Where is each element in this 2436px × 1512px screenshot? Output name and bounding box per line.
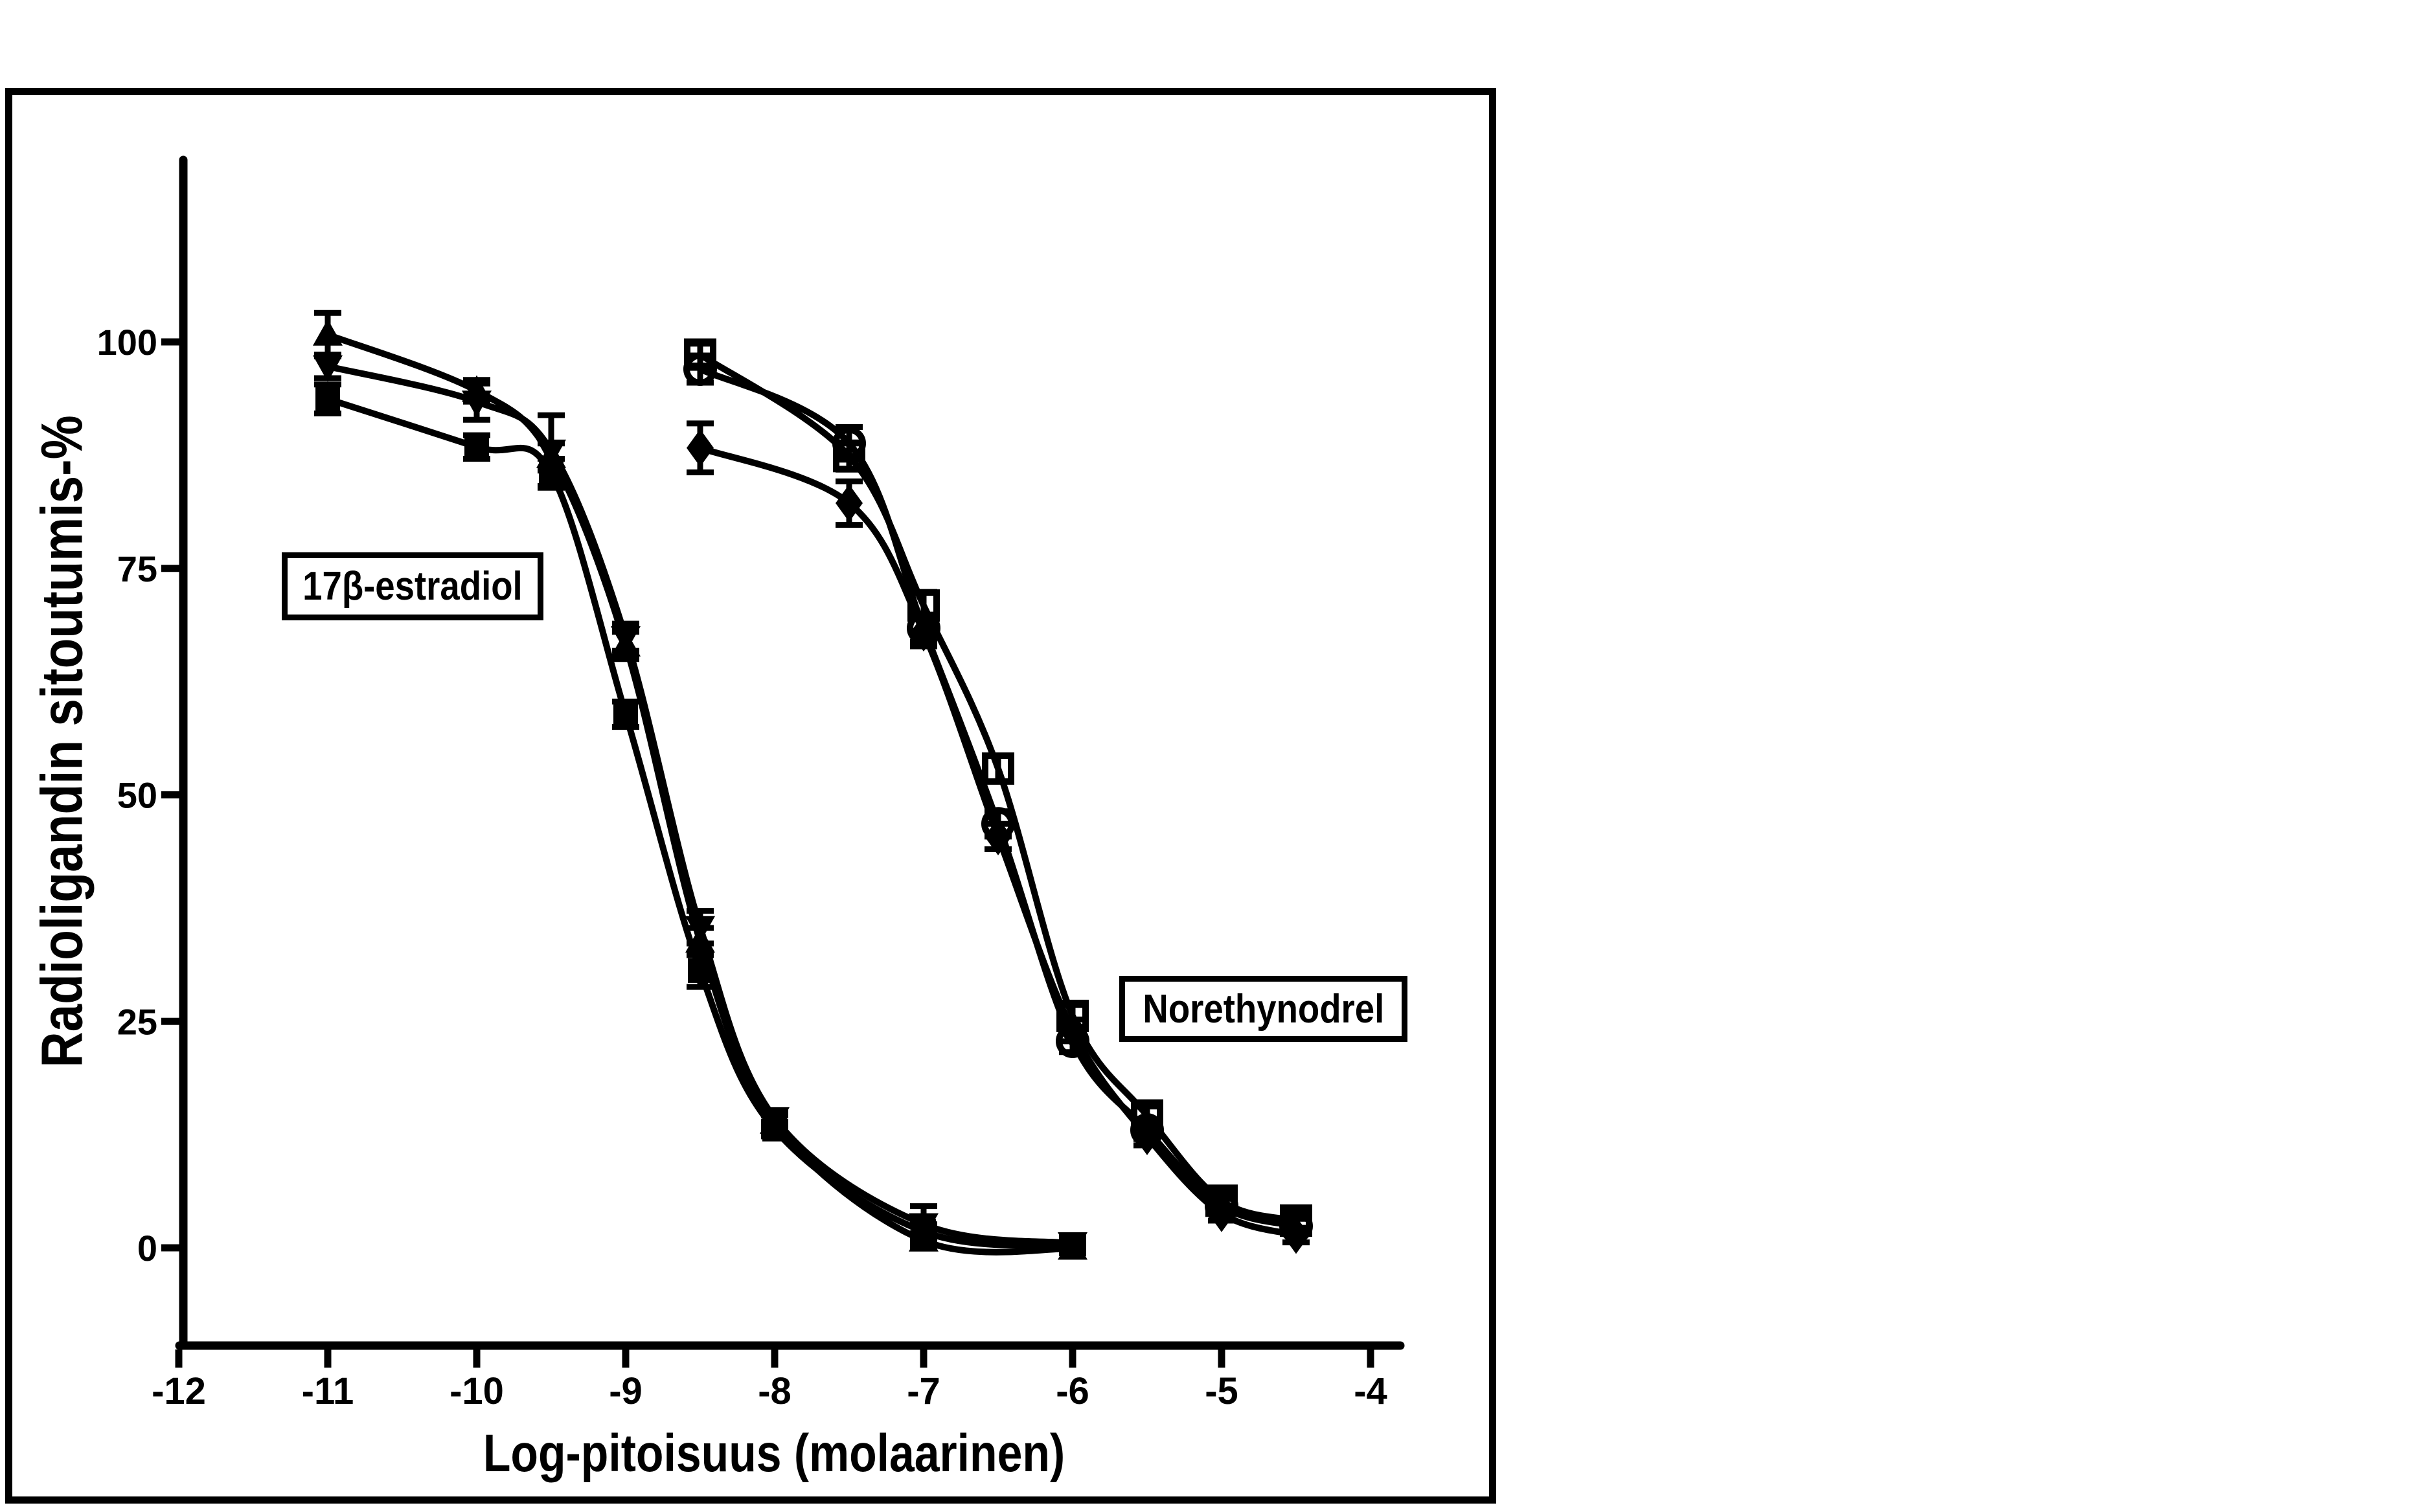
data-point-filled-diamond <box>687 429 714 467</box>
series-curve-open-circle <box>698 366 1297 1230</box>
data-point-filled-diamond <box>1282 1216 1310 1254</box>
annotation-17b-estradiol-label: 17β-estradiol <box>302 564 523 609</box>
x-tick-label: -4 <box>1354 1370 1387 1412</box>
y-tick-label: 0 <box>137 1228 157 1269</box>
data-point-filled-square <box>688 958 712 983</box>
data-point-filled-diamond <box>910 614 937 652</box>
y-tick-label: 100 <box>97 322 157 363</box>
data-point-filled-square <box>315 387 340 412</box>
y-tick-label: 75 <box>117 548 157 589</box>
data-point-open-circle <box>832 426 866 460</box>
data-point-filled-triangle-up <box>313 319 343 346</box>
series-curve-filled-triangle-down <box>326 363 1073 1247</box>
y-tick-label: 25 <box>117 1001 157 1042</box>
data-point-filled-diamond <box>1059 1011 1086 1050</box>
data-point-filled-diamond <box>836 484 863 522</box>
data-point-filled-square <box>1060 1234 1085 1259</box>
data-point-open-circle <box>683 352 717 386</box>
x-tick-label: -10 <box>450 1370 504 1412</box>
data-point-filled-diamond <box>1133 1117 1161 1155</box>
x-tick-label: -11 <box>302 1370 354 1412</box>
data-point-filled-square <box>762 1116 787 1142</box>
data-point-filled-triangle-down <box>536 439 566 466</box>
x-tick-label: -5 <box>1205 1370 1238 1412</box>
x-tick-label: -6 <box>1056 1370 1089 1412</box>
x-tick-label: -9 <box>609 1370 643 1412</box>
x-tick-label: -12 <box>152 1370 206 1412</box>
annotation-norethynodrel-box: Norethynodrel <box>1119 976 1407 1042</box>
data-point-filled-square <box>539 460 563 486</box>
error-bar <box>985 752 1012 784</box>
y-axis-title: Radioligandin sitoutumis-% <box>30 415 95 1068</box>
series-curve-filled-diamond <box>699 445 1297 1239</box>
data-point-filled-triangle-down <box>685 916 715 943</box>
data-point-open-square <box>684 338 716 371</box>
data-point-filled-triangle-down <box>462 390 492 418</box>
x-tick-label: -7 <box>907 1370 940 1412</box>
data-point-filled-square <box>911 1219 936 1244</box>
y-tick-label: 50 <box>117 775 157 816</box>
figure-border <box>5 88 1496 1504</box>
data-point-filled-diamond <box>1208 1194 1235 1232</box>
data-point-filled-square <box>464 434 489 460</box>
data-point-open-square <box>982 752 1014 785</box>
data-point-filled-diamond <box>985 817 1012 855</box>
x-tick-label: -8 <box>758 1370 791 1412</box>
series-curve-filled-square <box>326 396 1073 1250</box>
data-point-open-square <box>833 440 865 473</box>
annotation-norethynodrel-label: Norethynodrel <box>1143 986 1384 1032</box>
data-point-filled-triangle-down <box>611 626 641 653</box>
data-point-filled-triangle-down <box>313 355 343 382</box>
annotation-17b-estradiol-box: 17β-estradiol <box>282 552 543 620</box>
x-axis-title: Log-pitoisuus (molaarinen) <box>483 1424 1065 1483</box>
series-curve-open-square <box>698 352 1297 1224</box>
data-point-filled-square <box>613 702 638 727</box>
